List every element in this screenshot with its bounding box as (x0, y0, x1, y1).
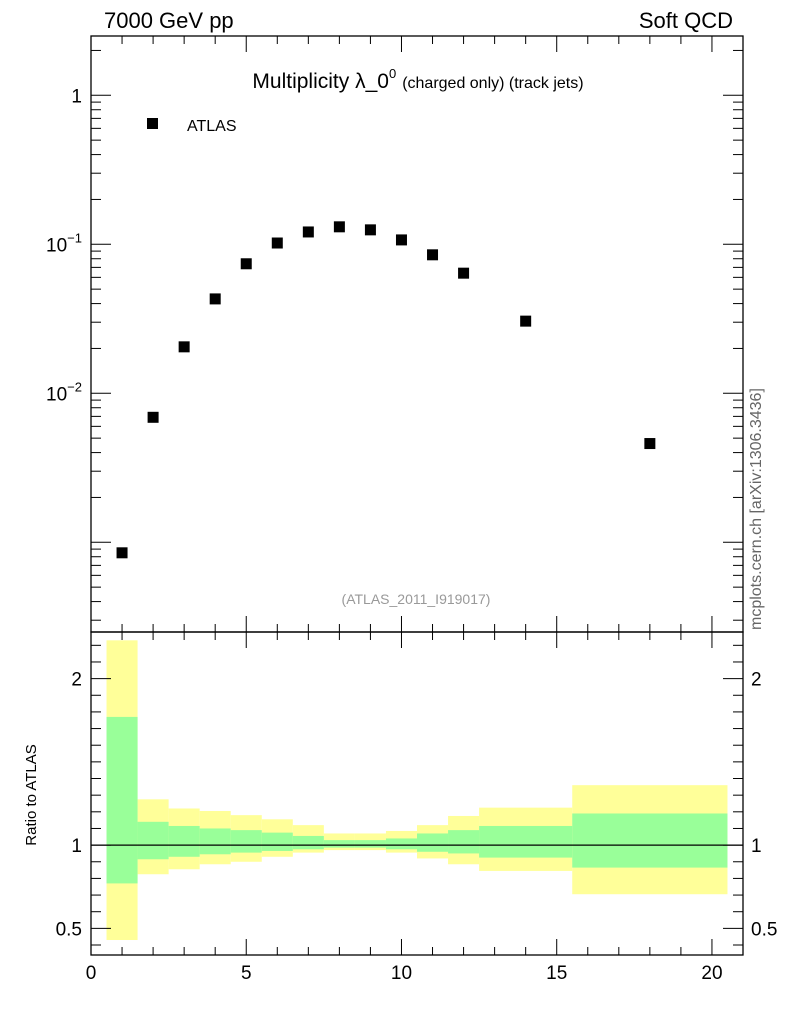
data-points (116, 221, 656, 559)
main-y-tick-label: 10−1 (46, 230, 82, 256)
main-axis-ticks (90, 36, 744, 632)
ratio-green-bands (106, 716, 728, 884)
ratio-y-tick-labels: 2 2 1 1 0.5 0.5 (56, 670, 778, 941)
data-point (395, 234, 407, 246)
x-tick-label: 20 (701, 963, 722, 984)
main-y-tick-label: 1 (71, 86, 82, 107)
data-point (458, 267, 470, 279)
ratio-green-band (137, 821, 169, 860)
legend-marker (147, 118, 158, 129)
chart-title-main: Multiplicity λ_0 (252, 70, 389, 93)
data-point (644, 438, 656, 450)
ratio-y-axis-label: Ratio to ATLAS (23, 744, 40, 845)
ratio-green-band (417, 833, 449, 852)
ratio-y-tick-label-right: 2 (751, 670, 762, 691)
process-label: Soft QCD (638, 8, 733, 33)
ratio-green-band (261, 832, 293, 851)
data-point (333, 221, 345, 233)
ratio-plot-frame (90, 631, 744, 956)
legend-label: ATLAS (187, 118, 237, 135)
data-point (427, 249, 439, 261)
x-tick-label: 5 (241, 963, 252, 984)
ratio-y-tick-label-right: 0.5 (751, 919, 777, 940)
ratio-y-tick-label: 1 (71, 836, 82, 857)
analysis-label: (ATLAS_2011_I919017) (342, 591, 491, 607)
ratio-green-band (199, 828, 231, 855)
x-tick-label: 15 (546, 963, 567, 984)
ratio-green-band (168, 825, 200, 857)
main-y-tick-labels: 1 10−1 10−2 (46, 86, 82, 405)
x-tick-label: 0 (86, 963, 97, 984)
ratio-panel: 2 2 1 1 0.5 0.5 0 5 10 15 20 Ratio to ATLAS (23, 631, 778, 984)
data-point (520, 315, 532, 327)
chart-title: Multiplicity λ_00 (charged only) (track j… (252, 66, 583, 93)
ratio-y-tick-label-right: 1 (751, 836, 762, 857)
data-point (364, 224, 376, 236)
main-y-tick-label: 10−2 (46, 379, 82, 405)
data-point (116, 547, 128, 559)
chart-title-sub: (charged only) (track jets) (402, 75, 583, 92)
ratio-green-band (479, 825, 573, 858)
data-point (178, 341, 190, 353)
ratio-axis-ticks (90, 632, 744, 955)
data-point (271, 237, 283, 249)
ratio-y-tick-label: 2 (71, 670, 82, 691)
main-panel: 1 10−1 10−2 Multiplicity λ_00 (charged only… (46, 35, 744, 633)
ratio-yellow-bands (106, 640, 728, 941)
energy-label: 7000 GeV pp (104, 8, 234, 33)
data-point (209, 293, 221, 305)
ratio-green-band (106, 716, 138, 884)
chart-title-sup: 0 (389, 66, 396, 81)
ratio-green-band (448, 830, 480, 854)
ratio-green-band (323, 840, 355, 848)
ratio-green-band (385, 838, 417, 850)
source-label: mcplots.cern.ch [arXiv:1306.3436] (748, 388, 765, 630)
x-tick-label: 10 (391, 963, 412, 984)
ratio-y-tick-label: 0.5 (56, 919, 82, 940)
ratio-green-band (354, 840, 386, 848)
ratio-green-band (292, 835, 324, 850)
ratio-green-band (572, 813, 728, 868)
ratio-green-band (230, 830, 262, 853)
data-point (147, 411, 159, 423)
data-point (302, 226, 314, 238)
data-point (240, 258, 252, 270)
x-tick-labels: 0 5 10 15 20 (86, 963, 723, 984)
